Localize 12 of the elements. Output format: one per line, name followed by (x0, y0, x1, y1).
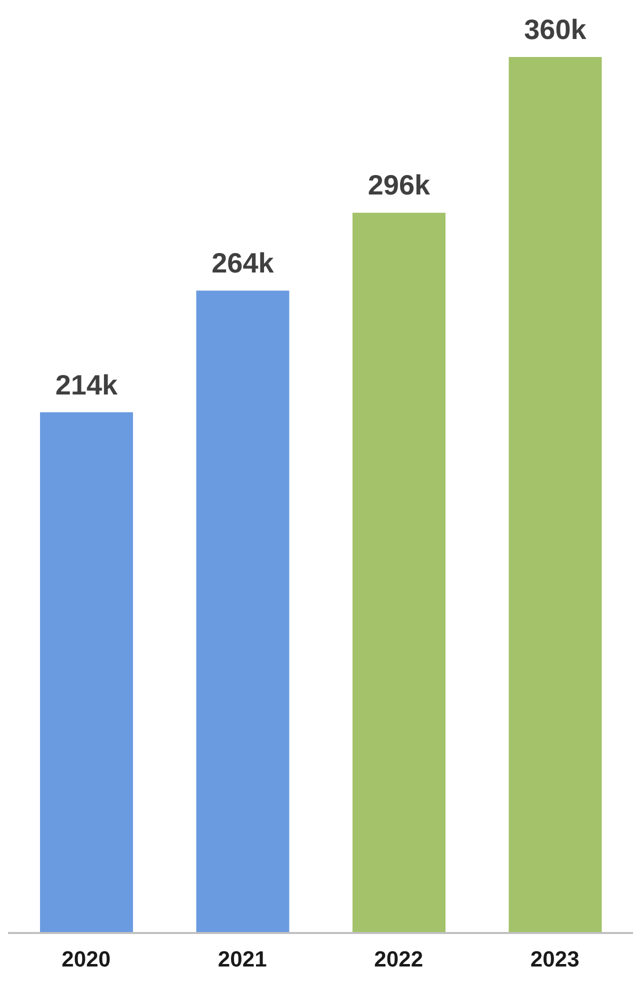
x-tick-label: 2020 (62, 946, 111, 972)
data-label: 264k (212, 248, 274, 279)
bar (40, 412, 133, 933)
data-label: 296k (368, 170, 431, 201)
data-label: 214k (55, 369, 118, 400)
bar (352, 212, 446, 933)
x-tick-label: 2021 (218, 946, 267, 972)
data-label: 360k (524, 14, 587, 45)
bar (196, 290, 290, 933)
bar (508, 57, 602, 933)
x-tick-label: 2023 (530, 946, 580, 972)
x-tick-label: 2022 (374, 946, 424, 972)
